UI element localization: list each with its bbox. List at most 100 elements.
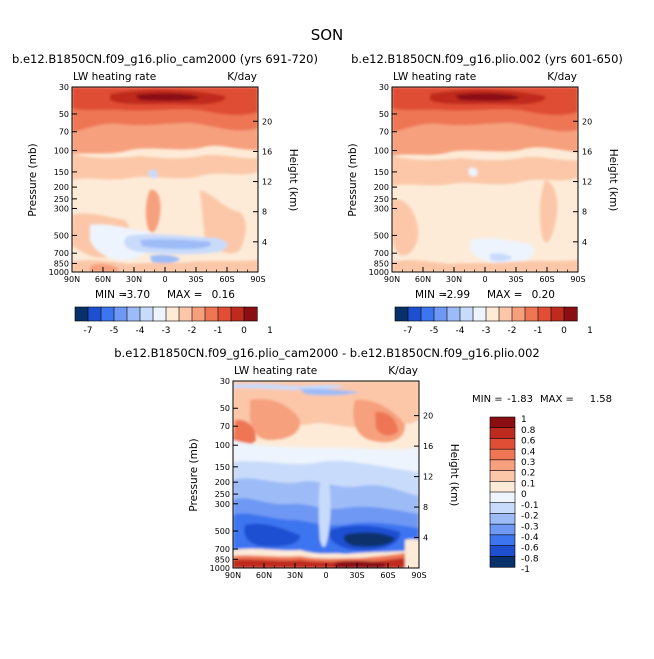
panel-b-xtick-label-0: 90N	[384, 275, 400, 284]
panel-c-xtick-label-3: 0	[323, 571, 328, 580]
panel-a-colorbar-box-6	[152, 306, 167, 322]
panel-a-surface2	[90, 263, 118, 272]
panel-a-ytick-label-0: 30	[59, 83, 69, 92]
panel-c-ytick-label-3: 100	[215, 441, 230, 450]
panel-c-colorbar-box-13	[489, 555, 516, 568]
panel-b-field	[392, 87, 578, 272]
panel-c-colorbar-label-3: 0.4	[521, 447, 536, 457]
panel-c-colorbar-label-5: 0.2	[521, 469, 535, 479]
panel-c-ytick-label-11: 1000	[210, 564, 230, 573]
panel-a-blue3	[150, 255, 180, 264]
panel-b-colorbar-label-6: 0	[561, 326, 567, 336]
panel-a-max-value: 0.16	[212, 289, 236, 301]
panel-c-ylabel-right: Height (km)	[448, 444, 460, 507]
panel-b-xtick-label-6: 90S	[570, 275, 585, 284]
panel-c-colorbar-box-1	[489, 427, 516, 440]
panel-a-colorbar-box-8	[178, 306, 193, 322]
panel-a-colorbar-box-7	[165, 306, 180, 322]
panel-b-col	[539, 180, 558, 243]
panel-c-ylabel: Pressure (mb)	[188, 438, 200, 511]
panel-c-colorbar-box-0	[489, 416, 516, 429]
panel-b-ytick-label-1: 50	[379, 110, 389, 119]
panel-c-colorbar-label-8: -0.1	[521, 501, 539, 511]
panel-a-surface	[72, 260, 258, 272]
panel-a-ytick-label-9: 700	[54, 249, 69, 258]
panel-a-band-max2	[135, 93, 200, 101]
panel-b-light	[470, 238, 535, 265]
panel-a-cyan	[148, 169, 158, 179]
panel-c-neg-top2	[300, 388, 360, 396]
panel-a-colorbar-box-9	[191, 306, 206, 322]
panel-c-colorbar-label-11: -0.4	[521, 533, 539, 543]
panel-b-xtick-label-4: 30S	[508, 275, 523, 284]
panel-b-ytick-label-8: 500	[374, 231, 389, 240]
panel-b-colorbar-label-4: -2	[508, 326, 517, 336]
panel-a-ytick-label-11: 1000	[49, 268, 69, 277]
panel-b-colorbar-box-11	[537, 306, 552, 322]
panel-b-blob	[392, 199, 419, 256]
panel-b-xtick-label-1: 60N	[415, 275, 431, 284]
panel-a-colorbar-box-13	[243, 306, 258, 322]
panel-b-colorbar-label-0: -7	[404, 326, 413, 336]
panel-c-blue-7	[344, 532, 395, 547]
panel-c-colorbar-label-10: -0.3	[521, 522, 539, 532]
panel-c-ytick-label-10: 850	[215, 555, 230, 564]
panel-c-colorbar-box-4	[489, 459, 516, 472]
panel-a-colorbar-label-3: -3	[162, 326, 171, 336]
panel-b-colorbar-label-3: -3	[482, 326, 491, 336]
panel-c-colorbar-box-7	[489, 491, 516, 504]
panel-c-max-label: MAX =	[540, 394, 574, 405]
panel-a-y2tick-label-3: 8	[262, 208, 267, 217]
page-title: SON	[311, 26, 344, 44]
panel-a-colorbar-label-2: -4	[136, 326, 145, 336]
panel-b-y2tick-label-3: 8	[582, 208, 587, 217]
panel-a-colorbar-box-12	[230, 306, 245, 322]
panel-c-pos-a	[249, 398, 301, 440]
panel-c-colorbar-box-2	[489, 438, 516, 450]
panel-c-colorbar-label-6: 0.1	[521, 479, 535, 489]
panel-b-ytick-label-7: 300	[374, 204, 389, 213]
panel-c-ytick-label-4: 150	[215, 463, 230, 472]
panel-b-colorbar-box-9	[511, 306, 526, 322]
panel-c-max-value: 1.58	[590, 394, 612, 405]
panel-c-ytick-label-5: 200	[215, 478, 230, 487]
panel-a-y2tick-label-1: 16	[262, 147, 272, 156]
panel-b-xtick-label-5: 60S	[539, 275, 554, 284]
panel-a-xtick-label-6: 90S	[250, 275, 265, 284]
panel-a-colorbar-label-6: 0	[241, 326, 247, 336]
panel-b-surface	[392, 260, 578, 272]
panel-c-xtick-label-0: 90N	[225, 571, 241, 580]
panel-b-colorbar-box-0	[394, 306, 409, 322]
panel-a-min-value: -3.70	[123, 289, 150, 301]
panel-a-colorbar-box-11	[217, 306, 232, 322]
panel-c-colorbar-box-5	[489, 470, 516, 482]
panel-c-ytick-label-8: 500	[215, 527, 230, 536]
panel-a-ytick-label-2: 70	[59, 128, 69, 137]
panel-b-ytick-label-3: 100	[374, 147, 389, 156]
panel-a-blob-low2	[200, 190, 246, 254]
panel-b-ylabel: Pressure (mb)	[347, 143, 359, 216]
panel-a-ytick-label-5: 200	[54, 183, 69, 192]
panel-c-xtick-label-4: 30S	[349, 571, 364, 580]
panel-b-cyan	[468, 167, 478, 177]
panel-b-xtick-label-2: 30N	[446, 275, 462, 284]
panel-b-colorbar-label-2: -4	[456, 326, 465, 336]
panel-b-y2tick-label-1: 16	[582, 147, 592, 156]
panel-a-colorbar-label-7: 1	[267, 326, 273, 336]
panel-c-surface-max	[335, 560, 385, 568]
panel-a-ylabel: Pressure (mb)	[27, 143, 39, 216]
panel-b-ytick-label-9: 700	[374, 249, 389, 258]
panel-b-ytick-label-6: 250	[374, 195, 389, 204]
panel-a-col	[145, 189, 161, 233]
panel-a: b.e12.B1850CN.f09_g16.plio_cam2000 (yrs …	[12, 52, 318, 336]
panel-c-colorbar-box-8	[489, 502, 516, 515]
panel-a-xtick-label-3: 0	[162, 275, 167, 284]
panel-b-ylabel-right: Height (km)	[607, 149, 619, 212]
panel-b-colorbar-label-1: -5	[430, 326, 439, 336]
panel-a-colorbar-box-5	[139, 306, 154, 322]
panel-c-neg-top	[233, 383, 345, 390]
panel-c-col-light	[318, 469, 331, 548]
panel-a-colorbar-box-10	[204, 306, 219, 322]
panel-b-colorbar-box-10	[524, 306, 539, 322]
